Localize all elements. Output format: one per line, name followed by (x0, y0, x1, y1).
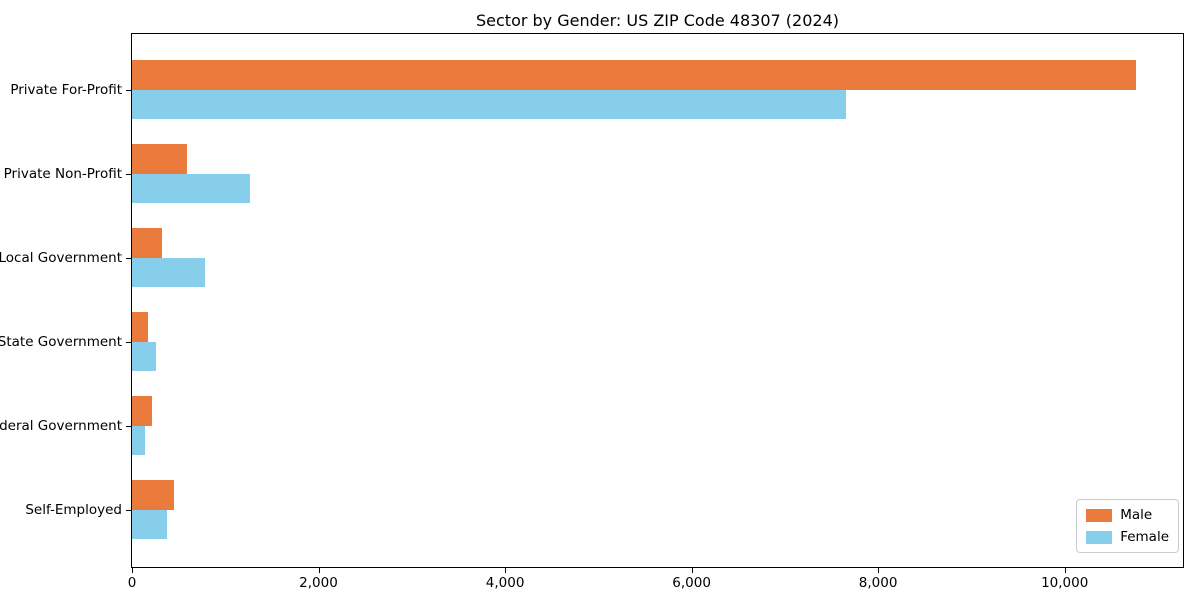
x-tick-label-5: 10,000 (1041, 575, 1089, 591)
y-tick-4 (126, 425, 132, 427)
bar-female-2 (132, 257, 205, 287)
bar-male-2 (132, 228, 162, 258)
y-tick-1 (126, 173, 132, 175)
bar-male-4 (132, 396, 152, 426)
bar-female-3 (132, 341, 157, 371)
x-tick-label-0: 0 (127, 575, 137, 591)
y-tick-5 (126, 509, 132, 511)
legend-item-male: Male (1086, 507, 1169, 523)
legend-label-male: Male (1120, 507, 1153, 523)
bar-male-0 (132, 60, 1136, 90)
x-tick-label-4: 8,000 (858, 575, 898, 591)
category-label-2: Local Government (0, 249, 122, 266)
bar-male-3 (132, 312, 148, 342)
bar-female-4 (132, 425, 146, 455)
plot-area: Male Female Private For-Profit Private No… (0, 33, 1184, 591)
x-tick-3 (691, 567, 693, 573)
legend-item-female: Female (1086, 529, 1169, 545)
chart-title: Sector by Gender: US ZIP Code 48307 (202… (476, 11, 839, 30)
female-swatch-icon (1086, 530, 1113, 544)
x-tick-4 (878, 567, 880, 573)
category-label-4: Federal Government (0, 417, 122, 434)
bar-male-1 (132, 144, 187, 174)
legend-label-female: Female (1120, 529, 1169, 545)
category-label-5: Self-Employed (25, 501, 122, 518)
bar-female-1 (132, 173, 250, 203)
category-label-3: State Government (0, 333, 122, 350)
y-tick-2 (126, 257, 132, 259)
legend: Male Female (1076, 499, 1179, 553)
y-tick-0 (126, 89, 132, 91)
category-label-0: Private For-Profit (10, 81, 122, 98)
bar-female-5 (132, 509, 168, 539)
bar-female-0 (132, 89, 847, 119)
x-tick-label-2: 4,000 (485, 575, 525, 591)
x-tick-label-1: 2,000 (299, 575, 338, 591)
category-label-1: Private Non-Profit (3, 165, 122, 182)
x-tick-0 (132, 567, 134, 573)
male-swatch-icon (1086, 508, 1113, 522)
x-tick-5 (1064, 567, 1066, 573)
x-tick-label-3: 6,000 (672, 575, 711, 591)
x-tick-1 (318, 567, 320, 573)
bar-male-5 (132, 480, 174, 510)
x-tick-2 (505, 567, 507, 573)
y-tick-3 (126, 341, 132, 343)
